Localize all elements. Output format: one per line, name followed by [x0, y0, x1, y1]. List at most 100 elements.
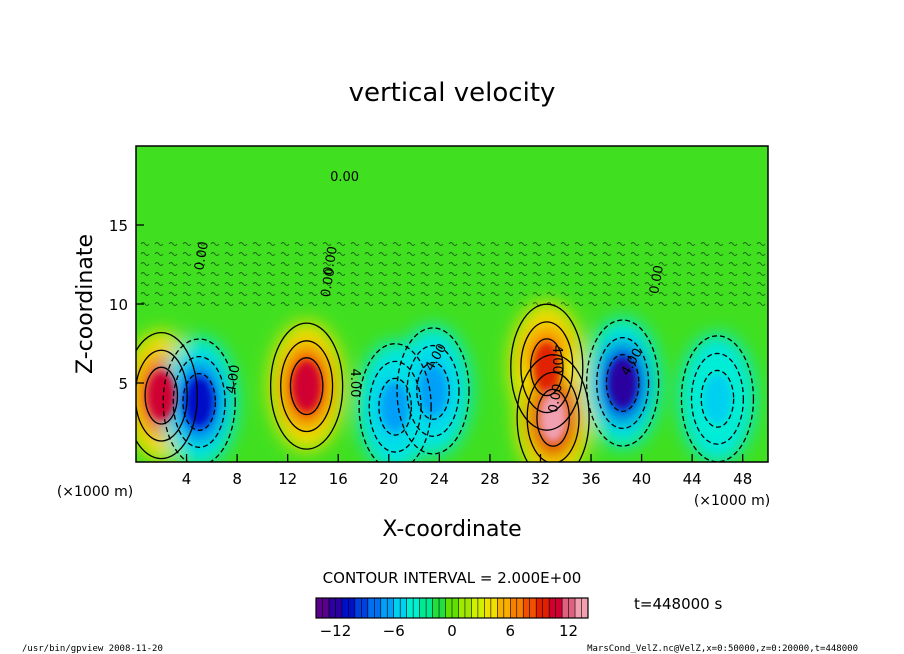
colorbar-swatch — [575, 598, 583, 618]
x-tick-label: 8 — [232, 470, 242, 488]
colorbar-swatch — [335, 598, 343, 618]
colorbar-swatch — [484, 598, 492, 618]
contour-line — [358, 343, 432, 462]
cell-core — [185, 376, 214, 427]
colorbar-swatch — [458, 598, 466, 618]
contour-label: 4.00 — [224, 364, 244, 395]
contour-label: 0.00 — [647, 264, 667, 295]
colorbar-tick-label: 6 — [506, 622, 516, 640]
x-unit-right: (×1000 m) — [694, 493, 770, 509]
contour-interval-text: CONTOUR INTERVAL = 2.000E+00 — [323, 569, 582, 587]
colorbar-swatch — [510, 598, 518, 618]
y-tick-label: 5 — [118, 375, 128, 393]
contour-line — [416, 361, 450, 420]
contour-line — [289, 357, 324, 416]
x-tick-label: 24 — [430, 470, 449, 488]
colorbar-swatch — [497, 598, 505, 618]
x-tick-label: 16 — [329, 470, 348, 488]
cell-core — [608, 358, 637, 408]
colorbar-swatch — [328, 598, 336, 618]
contour-label: 0.00 — [330, 170, 359, 185]
colorbar-swatch — [445, 598, 453, 618]
footer-left: /usr/bin/gpview 2008-11-20 — [22, 644, 163, 654]
contour-line — [396, 327, 470, 455]
colorbar-swatch — [562, 598, 570, 618]
contour-label: 4.00 — [549, 345, 564, 374]
contour-line — [596, 336, 650, 430]
x-tick-label: 28 — [480, 470, 499, 488]
contour-line — [136, 349, 188, 442]
colorbar-tick-label: 12 — [559, 622, 578, 640]
x-unit-left: (×1000 m) — [57, 484, 133, 500]
colorbar-swatch — [432, 598, 440, 618]
x-tick-label: 36 — [581, 470, 600, 488]
colorbar-swatch — [393, 598, 401, 618]
contour-line — [510, 303, 584, 431]
colorbar-swatch — [568, 598, 576, 618]
colorbar-swatch — [316, 598, 323, 618]
colorbar-swatch — [322, 598, 330, 618]
contour-line — [269, 322, 344, 450]
colorbar-tick-label: −6 — [383, 622, 405, 640]
contour-line — [680, 335, 755, 462]
x-tick-label: 12 — [278, 470, 297, 488]
contour-line — [526, 371, 580, 462]
colorbar-swatch — [581, 598, 589, 618]
colorbar-swatch — [477, 598, 485, 618]
contour-line — [529, 338, 564, 397]
colorbar-swatch — [490, 598, 498, 618]
turbulent-contour-band — [136, 236, 768, 306]
colorbar-swatch — [439, 598, 447, 618]
contour-label: 0.00 — [192, 240, 212, 271]
chart-title: vertical velocity — [349, 78, 556, 108]
footer-right: MarsCond_VelZ.nc@VelZ,x=0:50000,z=0:2000… — [587, 644, 858, 654]
colorbar-swatch — [341, 598, 349, 618]
contour-line — [162, 338, 236, 462]
colorbar-tick-label: −12 — [320, 622, 352, 640]
time-label: t=448000 s — [634, 595, 722, 613]
contour-label: 0.00 — [321, 245, 341, 276]
colorbar-frame — [315, 597, 589, 619]
contour-line — [690, 352, 745, 445]
contour-line — [280, 340, 334, 433]
colorbar-swatch — [367, 598, 375, 618]
colorbar-swatch — [348, 598, 356, 618]
colorbar-swatch — [516, 598, 524, 618]
x-axis-label: X-coordinate — [382, 517, 521, 542]
colorbar-swatch — [361, 598, 369, 618]
colorbar-tick-label: 0 — [447, 622, 457, 640]
colorbar-swatch — [452, 598, 459, 618]
colorbar — [315, 597, 589, 619]
colorbar-swatch — [523, 598, 531, 618]
colorbar-swatch — [549, 598, 557, 618]
cell-core — [703, 373, 732, 424]
x-tick-label: 40 — [632, 470, 651, 488]
colorbar-swatch — [464, 598, 472, 618]
cell-core — [292, 361, 321, 412]
cell-core — [147, 370, 176, 421]
colorbar-swatch — [555, 598, 563, 618]
colorbar-swatch — [426, 598, 434, 618]
contour-line — [378, 377, 412, 436]
x-tick-label: 20 — [379, 470, 398, 488]
contour-line — [700, 369, 735, 428]
colorbar-swatch — [419, 598, 427, 618]
cell-core — [419, 365, 448, 416]
contour-line — [516, 354, 590, 462]
y-axis-label: Z-coordinate — [73, 234, 98, 374]
contour-label: 4.00 — [347, 369, 362, 398]
contour-label: 0.00 — [319, 267, 339, 298]
colorbar-swatch — [536, 598, 544, 618]
cell-core — [381, 381, 410, 432]
y-tick-label: 10 — [109, 296, 128, 314]
x-tick-label: 48 — [733, 470, 752, 488]
x-tick-label: 44 — [683, 470, 702, 488]
contour-line — [585, 319, 660, 447]
contour-line — [136, 332, 198, 460]
plot-area: 0.000.00 0.000.000.004.00 4.004.00 4.00 4.00… — [136, 146, 768, 462]
y-tick-label: 15 — [109, 217, 128, 235]
contour-label: 0.00 — [546, 383, 566, 414]
colorbar-swatch — [374, 598, 382, 618]
colorbar-swatch — [529, 598, 537, 618]
